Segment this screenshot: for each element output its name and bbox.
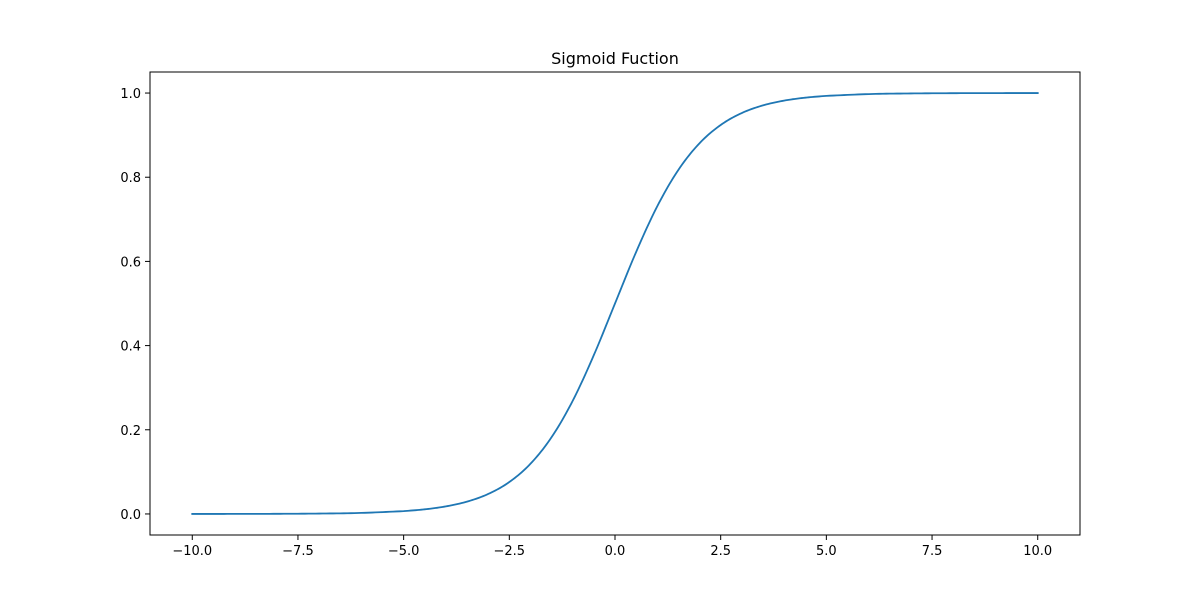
y-tick-label: 1.0: [120, 87, 141, 102]
x-tick-label: 7.5: [922, 544, 943, 559]
sigmoid-series-line: [191, 92, 1039, 515]
x-tick-label: −10.0: [172, 544, 212, 559]
ticks-layer: −10.0 −7.5 −5.0 −2.5 0.0 2.5 5.0 7.5 10.0 0.0 0.2 0…: [120, 87, 1052, 559]
plot-area-frame: [149, 71, 1081, 536]
y-tick-label: 0.4: [120, 340, 141, 355]
x-tick-label: 5.0: [816, 544, 837, 559]
x-tick-label: 0.0: [605, 544, 626, 559]
y-tick-label: 0.8: [120, 171, 141, 186]
chart-title: Sigmoid Fuction: [551, 49, 679, 68]
x-tick-label: −2.5: [494, 544, 526, 559]
y-tick-label: 0.0: [120, 508, 141, 523]
y-tick-label: 0.6: [120, 255, 141, 270]
x-tick-label: 2.5: [710, 544, 731, 559]
x-tick-label: −7.5: [282, 544, 314, 559]
line-layer: [191, 92, 1039, 515]
x-tick-label: 10.0: [1023, 544, 1052, 559]
y-tick-label: 0.2: [120, 424, 141, 439]
x-tick-label: −5.0: [388, 544, 420, 559]
